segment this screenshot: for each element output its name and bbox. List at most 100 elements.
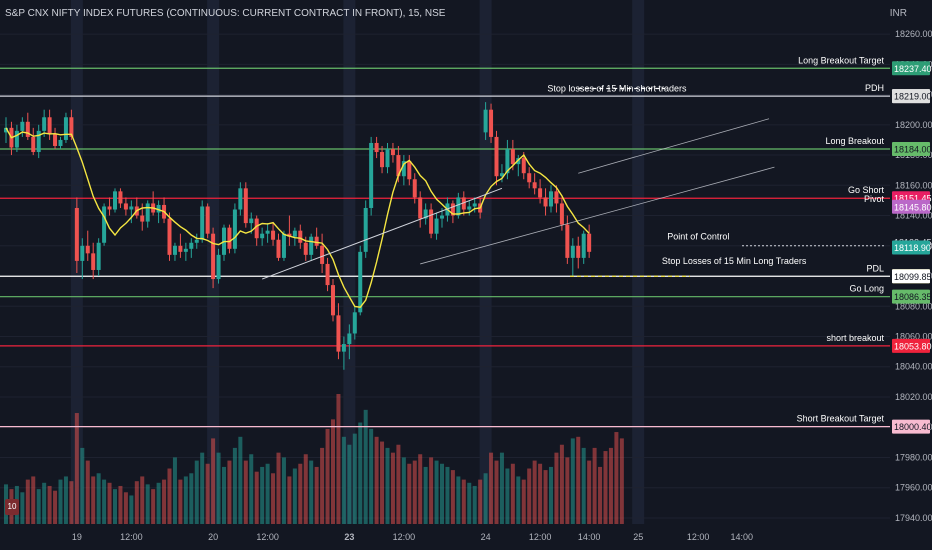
candle-body: [243, 188, 248, 224]
candle-body: [200, 206, 205, 240]
candle-body: [489, 109, 494, 137]
candle-body: [510, 149, 515, 165]
candle-body: [358, 251, 363, 313]
volume-bar: [608, 447, 613, 524]
candle-body: [167, 218, 172, 255]
candle-body: [129, 206, 134, 210]
candle-body: [249, 218, 254, 224]
candle-body: [216, 254, 221, 280]
volume-bar: [69, 481, 74, 524]
volume-bar: [194, 460, 199, 524]
time-axis[interactable]: 19 12:00 20 12:00 23 12:00 24 12:00 14:00 25 12:00…: [0, 524, 932, 550]
candle-body: [80, 245, 85, 261]
x-tick-label: 14:00: [578, 532, 601, 542]
volume-bar: [434, 460, 439, 524]
candle-body: [20, 121, 25, 131]
candle-body: [423, 209, 428, 219]
y-tick-label: 17960.00: [895, 483, 932, 493]
volume-bar: [456, 476, 461, 524]
candle-body: [363, 207, 368, 252]
volume-bar: [440, 463, 444, 524]
volume-bar: [162, 479, 167, 524]
volume-bar: [331, 419, 335, 524]
volume-bar: [178, 479, 183, 524]
candle-body: [183, 248, 188, 252]
trend-line: [578, 118, 770, 174]
volume-bar: [216, 452, 221, 524]
candle-body: [96, 242, 101, 270]
volume-bar: [390, 452, 395, 524]
level-badge: [892, 240, 930, 255]
currency-label: INR: [889, 8, 907, 19]
candle-body: [461, 197, 466, 210]
level-badge: [892, 199, 930, 214]
volume-bar: [352, 433, 357, 524]
level-name: Pivot: [864, 194, 885, 204]
volume-bar: [287, 476, 292, 524]
candle-body: [396, 155, 401, 177]
candle-body: [314, 236, 319, 246]
y-tick-label: 18080.00: [895, 301, 932, 311]
candle-body: [53, 133, 58, 146]
level-badge-label: 18184.00: [894, 145, 932, 155]
volume-bar: [407, 463, 412, 524]
candle-body: [145, 203, 150, 222]
volume-bar: [461, 479, 466, 524]
candle-body: [63, 117, 68, 140]
volume-bar: [543, 470, 548, 524]
y-tick-label: 18160.00: [895, 180, 932, 190]
volume-bar: [478, 479, 483, 524]
candle-body: [418, 197, 423, 219]
volume-bar: [145, 484, 150, 524]
candle-body: [407, 161, 412, 180]
volume-bar: [271, 473, 276, 524]
level-name: Long Breakout Target: [798, 55, 884, 65]
volume-bar: [53, 490, 58, 524]
volume-bar: [309, 460, 314, 524]
level-badge-label: 18219.00: [894, 92, 932, 102]
candle-body: [494, 136, 499, 177]
candle-body: [467, 206, 472, 210]
volume-bar: [118, 485, 123, 524]
x-tick-label: 19: [72, 532, 82, 542]
candle-body: [341, 344, 346, 352]
volume-bar: [113, 489, 117, 524]
candle-body: [559, 203, 564, 225]
trend-line: [420, 166, 775, 265]
annotations: Stop losses of 15 Min short traders Point…: [547, 84, 885, 277]
volume-bar: [232, 447, 237, 524]
volume-bar: [25, 479, 30, 524]
volume-bar: [129, 495, 134, 524]
candle-body: [194, 239, 199, 243]
candle-body: [14, 130, 19, 148]
volume-bar: [581, 447, 586, 524]
level-badge-label: 18237.40: [894, 64, 932, 74]
candle-body: [260, 233, 265, 239]
volume-bars: [4, 394, 624, 524]
x-tick-label: 24: [481, 532, 491, 542]
candle-body: [538, 188, 543, 198]
candle-body: [570, 245, 575, 258]
level-name: PDH: [865, 83, 884, 93]
level-name: PDL: [866, 263, 884, 273]
volume-bar: [538, 463, 543, 524]
price-axis[interactable]: 18260.0018240.0018220.0018200.0018180.00…: [890, 0, 932, 550]
trend-line: [261, 187, 503, 280]
candle-body: [581, 233, 586, 258]
x-tick-label: 20: [208, 532, 218, 542]
candle-body: [527, 173, 532, 183]
volume-bar: [63, 476, 68, 524]
candle-body: [205, 206, 210, 234]
volume-bar: [483, 473, 488, 524]
candle-body: [42, 117, 47, 131]
volume-bar: [423, 466, 428, 524]
candle-body: [576, 245, 581, 258]
volume-bar: [58, 479, 63, 524]
level-badge-label: 18118.90: [894, 243, 931, 253]
candle-body: [140, 215, 145, 222]
candle-body: [156, 204, 161, 213]
volume-bar: [211, 438, 216, 524]
candle-body: [450, 203, 455, 216]
candle-body: [401, 161, 406, 177]
